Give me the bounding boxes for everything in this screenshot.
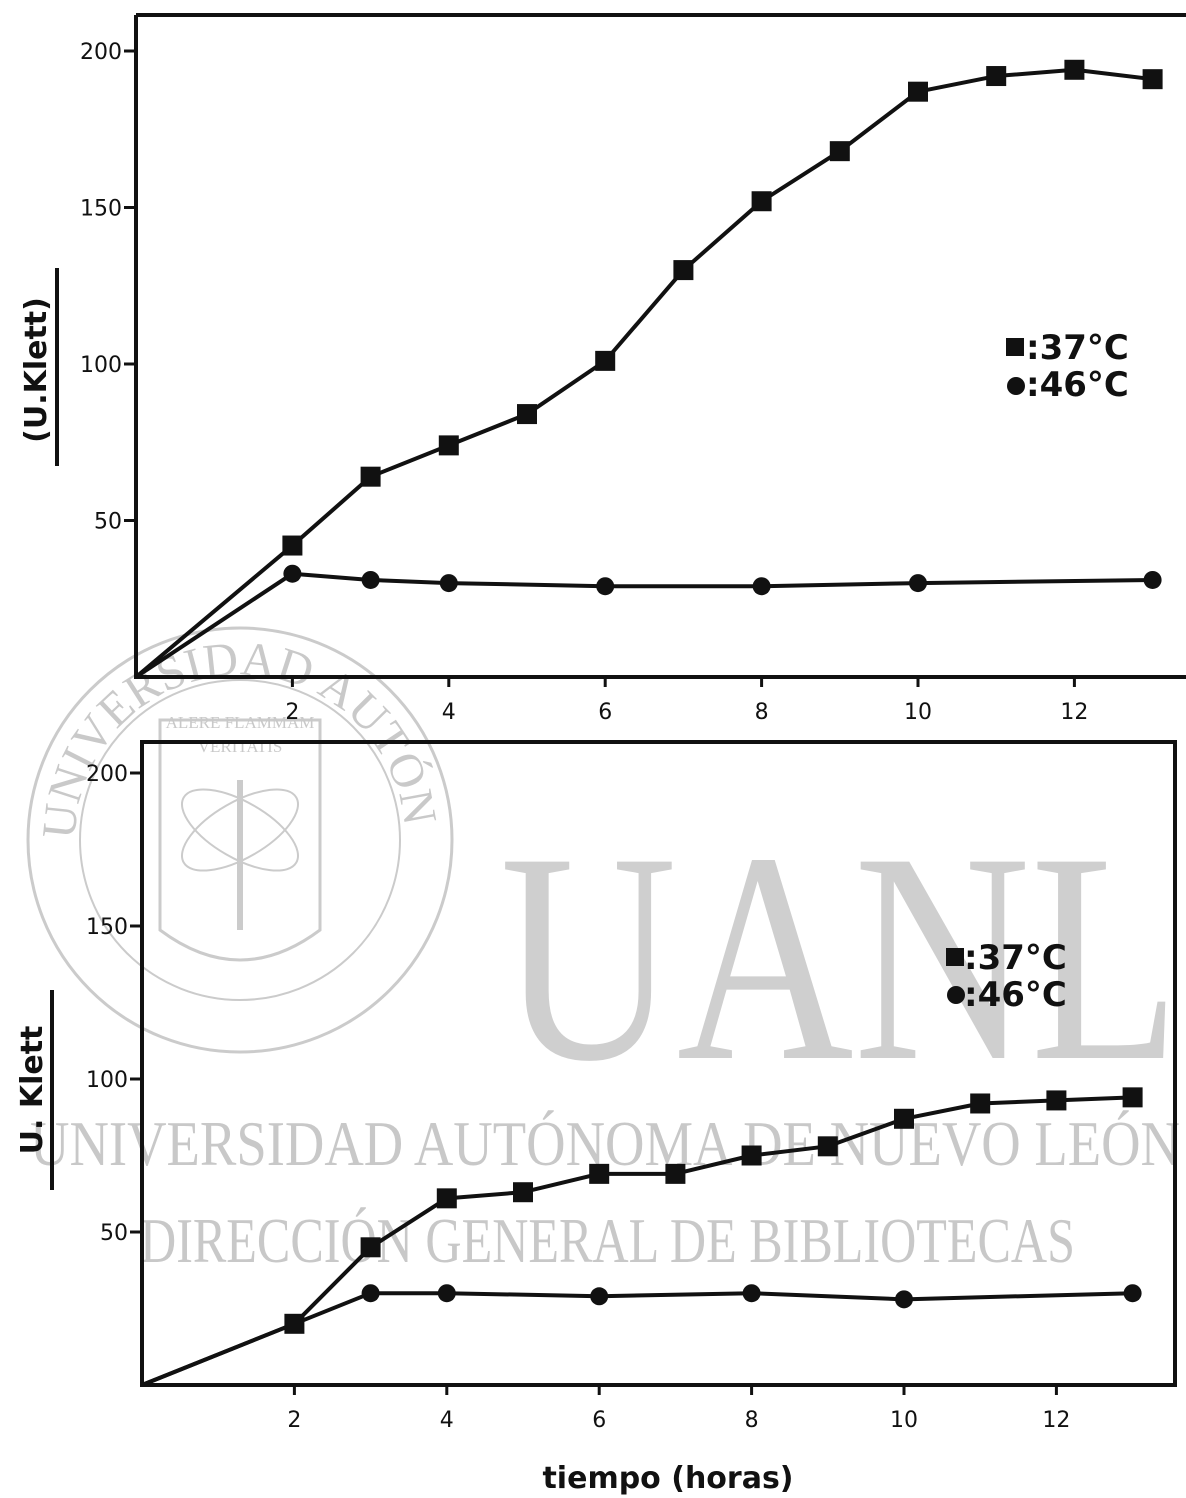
data-point-37c — [829, 141, 850, 162]
y-tick-label: 150 — [86, 915, 128, 940]
data-point-46c — [285, 1314, 304, 1333]
x-tick-label: 2 — [287, 1408, 301, 1433]
data-point-37c — [436, 1188, 457, 1209]
series-line-46c — [134, 571, 1153, 679]
x-axis-bottom: 2 4 6 8 10 12 — [287, 1385, 1070, 1433]
data-point-46c — [361, 1284, 380, 1303]
uanl-logo-watermark: UANL — [500, 791, 1180, 1123]
data-point-46c — [283, 564, 302, 583]
legend-label-46c: :46°C — [964, 975, 1067, 1015]
university-seal-watermark: UNIVERSIDAD AUTÓNOMA DE NUEVO LEÓN ALERE… — [0, 0, 454, 1054]
x-tick-label: 10 — [890, 1408, 918, 1433]
chart-bottom: 50 100 150 200 2 4 6 8 10 12 :37°C :46°C U. Klet… — [15, 740, 1177, 1433]
y-tick-label: 200 — [80, 40, 122, 65]
data-point-46c — [742, 1284, 761, 1303]
data-point-37c — [438, 435, 459, 456]
data-point-37c — [970, 1093, 991, 1114]
watermark: UNIVERSIDAD AUTÓNOMA DE NUEVO LEÓN ALERE… — [0, 0, 1180, 1276]
series-group-top — [134, 59, 1163, 679]
data-point-46c — [1143, 570, 1162, 589]
legend-square-marker — [1006, 338, 1024, 356]
data-point-46c — [895, 1290, 913, 1309]
data-point-37c — [1142, 69, 1163, 90]
series-group-bottom — [141, 1087, 1143, 1387]
y-axis-label-bottom: U. Klett — [15, 1026, 50, 1155]
y-axis-bottom: 50 100 150 200 — [86, 762, 142, 1246]
x-tick-label: 8 — [745, 1408, 759, 1433]
x-tick-label: 2 — [285, 700, 299, 725]
x-tick-label: 8 — [755, 700, 769, 725]
y-tick-label: 200 — [86, 762, 128, 787]
y-axis-title-bottom: U. Klett — [15, 990, 54, 1190]
data-point-37c — [595, 350, 616, 371]
seal-motto-2: VERITATIS — [198, 737, 283, 756]
data-point-46c — [439, 574, 458, 593]
x-axis-label: tiempo (horas) — [542, 1461, 793, 1496]
y-tick-label: 150 — [80, 197, 122, 222]
library-department-watermark: DIRECCIÓN GENERAL DE BIBLIOTECAS — [140, 1205, 1075, 1276]
legend-square-marker — [946, 948, 964, 966]
x-tick-label: 4 — [440, 1408, 454, 1433]
data-point-37c — [894, 1108, 914, 1129]
data-point-46c — [752, 577, 771, 596]
x-tick-label: 12 — [1042, 1408, 1070, 1433]
data-point-37c — [1046, 1090, 1067, 1111]
series-line-46c — [141, 1291, 1133, 1387]
data-point-46c — [590, 1287, 609, 1306]
legend-label-37c: :37°C — [964, 938, 1067, 978]
data-point-37c — [589, 1163, 610, 1184]
data-point-46c — [596, 577, 615, 596]
legend-bottom: :37°C :46°C — [946, 938, 1067, 1015]
data-point-37c — [282, 535, 303, 556]
x-tick-label: 6 — [592, 1408, 606, 1433]
data-point-37c — [751, 191, 772, 212]
y-tick-label: 50 — [94, 510, 122, 535]
data-point-37c — [513, 1182, 533, 1203]
legend-top: :37°C :46°C — [1006, 328, 1129, 405]
y-axis-title-top: (U.Klett) — [19, 268, 59, 466]
x-tick-label: 12 — [1060, 700, 1088, 725]
legend-circle-marker — [1007, 377, 1025, 395]
x-tick-label: 4 — [442, 700, 456, 725]
y-tick-label: 50 — [100, 1221, 128, 1246]
y-axis-top: 50 100 150 200 — [80, 40, 136, 535]
data-point-37c — [908, 81, 928, 102]
data-point-46c — [437, 1284, 456, 1303]
data-point-37c — [1122, 1087, 1143, 1108]
x-tick-label: 6 — [598, 700, 612, 725]
seal-motto-1: ALERE FLAMMAM — [166, 713, 315, 732]
data-point-37c — [517, 404, 537, 425]
data-point-37c — [360, 466, 381, 487]
data-point-46c — [361, 570, 380, 589]
x-tick-label: 10 — [904, 700, 932, 725]
legend-label-46c: :46°C — [1026, 365, 1129, 405]
data-point-46c — [1123, 1284, 1142, 1303]
data-point-37c — [986, 66, 1007, 87]
plot-frame-bottom — [140, 740, 1177, 1387]
data-point-37c — [1064, 59, 1085, 80]
data-point-37c — [665, 1163, 686, 1184]
x-axis-top: 2 4 6 8 10 12 — [285, 677, 1088, 725]
legend-circle-marker — [947, 986, 965, 1004]
data-point-37c — [673, 260, 694, 281]
y-axis-label-top: (U.Klett) — [19, 297, 54, 443]
chart-top: 50 100 150 200 2 4 6 8 10 12 :37°C :46°C (U.Klet… — [19, 13, 1186, 725]
y-tick-label: 100 — [80, 353, 122, 378]
data-point-37c — [741, 1145, 762, 1166]
y-tick-label: 100 — [86, 1068, 128, 1093]
legend-label-37c: :37°C — [1026, 328, 1129, 368]
data-point-46c — [909, 574, 927, 593]
data-point-37c — [360, 1237, 381, 1258]
data-point-37c — [817, 1136, 838, 1157]
